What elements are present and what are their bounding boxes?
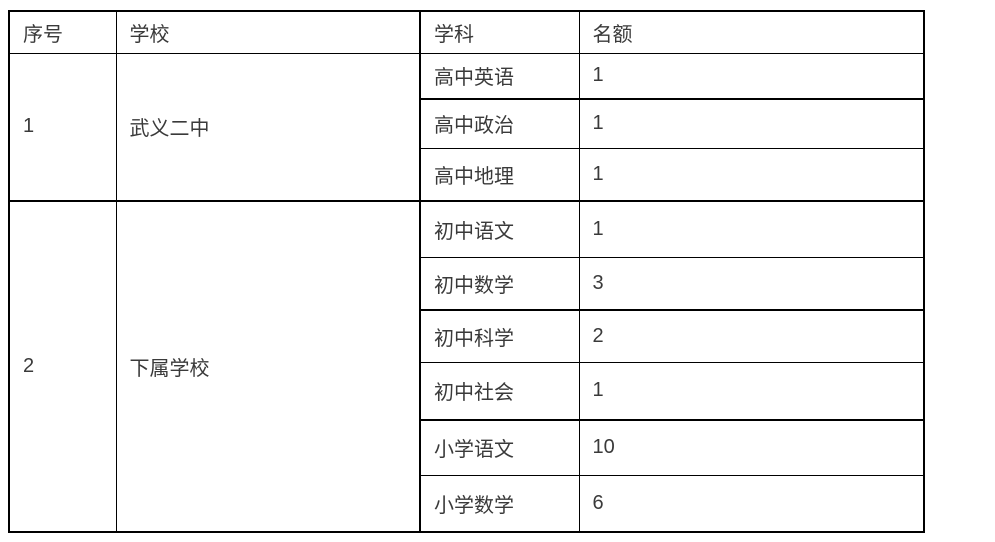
table-row: 1 武义二中 高中英语 1	[8, 52, 925, 202]
quota-cell: 1	[578, 361, 925, 421]
group-index-cell: 2	[8, 200, 117, 533]
quota-cell: 1	[578, 98, 925, 149]
quota-cell: 1	[578, 52, 925, 100]
group-school-cell: 下属学校	[115, 200, 421, 533]
quota-cell: 6	[578, 474, 925, 533]
subject-cell: 高中英语	[419, 52, 580, 100]
subject-cell: 高中地理	[419, 147, 580, 202]
table-row: 初中科学 2	[9, 309, 925, 363]
group-index-cell: 1	[8, 52, 117, 202]
header-index: 序号	[8, 10, 117, 54]
header-subject: 学科	[419, 10, 580, 54]
table-row: 高中政治 1	[9, 98, 925, 149]
subject-cell: 初中语文	[419, 200, 580, 258]
quota-cell: 1	[578, 147, 925, 202]
quota-cell: 2	[578, 309, 925, 363]
quota-cell: 10	[578, 419, 925, 476]
group-school-cell: 武义二中	[115, 52, 421, 202]
quota-cell: 1	[578, 200, 925, 258]
table-row: 高中地理 1	[9, 147, 925, 202]
table-row: 初中社会 1	[9, 361, 925, 421]
quota-cell: 3	[578, 256, 925, 311]
table-row: 小学语文 10	[9, 419, 925, 476]
table-header-row: 序号 学校 学科 名额	[8, 10, 925, 54]
recruitment-quota-table: 序号 学校 学科 名额 1 武义二中 高中英语 1 高中政治 1 高中地理 1	[8, 10, 925, 533]
header-school: 学校	[115, 10, 421, 54]
header-quota: 名额	[578, 10, 925, 54]
subject-cell: 小学数学	[419, 474, 580, 533]
table-row: 2 下属学校 初中语文 1	[8, 200, 925, 533]
subject-cell: 初中社会	[419, 361, 580, 421]
subject-cell: 初中数学	[419, 256, 580, 311]
table-row: 小学数学 6	[9, 474, 925, 533]
subject-cell: 小学语文	[419, 419, 580, 476]
subject-cell: 初中科学	[419, 309, 580, 363]
subject-cell: 高中政治	[419, 98, 580, 149]
table-row: 初中数学 3	[9, 256, 925, 311]
